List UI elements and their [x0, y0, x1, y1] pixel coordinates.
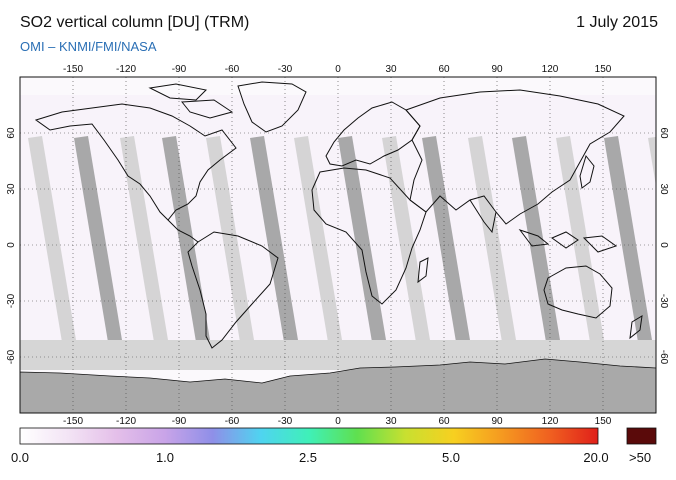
longitude-tick-label: -90 [172, 416, 187, 427]
swath-gap [468, 136, 516, 342]
longitude-tick-label: 90 [491, 416, 503, 427]
australia-coast [543, 265, 613, 319]
colorbar [19, 427, 599, 445]
longitude-tick-label: -150 [63, 416, 83, 427]
longitude-tick-label: -30 [278, 416, 293, 427]
longitude-tick-label: 60 [438, 416, 450, 427]
longitude-tick-label: -30 [278, 64, 293, 75]
longitude-tick-label: 150 [595, 416, 612, 427]
colorbar-tick-label: 1.0 [156, 450, 174, 465]
swath-gap [648, 136, 656, 186]
longitude-tick-label: -90 [172, 64, 187, 75]
swath-gap [206, 136, 254, 342]
graticule [20, 77, 656, 413]
colorbar-overflow-box [626, 427, 657, 445]
central-america-coast [167, 219, 199, 243]
longitude-tick-label: -120 [116, 416, 136, 427]
arctic-islands [148, 83, 234, 119]
swath-gap [250, 136, 298, 342]
longitude-tick-label: 120 [542, 64, 559, 75]
south-america-coast [187, 231, 279, 349]
swath-gap [382, 136, 430, 342]
swath-gap [162, 136, 210, 342]
map-title: SO2 vertical column [DU] (TRM) [20, 14, 250, 31]
colorbar-tick-label: 0.0 [11, 450, 29, 465]
longitude-tick-label: 30 [385, 64, 397, 75]
longitude-tick-label: -60 [225, 416, 240, 427]
longitude-tick-label: 120 [542, 416, 559, 427]
longitude-tick-label: 0 [335, 64, 341, 75]
swath-gap [604, 136, 652, 342]
madagascar-coast [417, 257, 429, 284]
longitude-tick-label: 90 [491, 64, 503, 75]
latitude-tick-label: -30 [6, 293, 17, 308]
latitude-labels-left: 60 30 0 -30 -60 [6, 127, 17, 364]
longitude-tick-label: -150 [63, 64, 83, 75]
longitude-tick-label: 30 [385, 416, 397, 427]
latitude-tick-label: 60 [6, 127, 17, 139]
map-date: 1 July 2015 [576, 14, 658, 31]
new-zealand-coast [629, 315, 643, 340]
asia-coast [405, 89, 625, 225]
longitude-labels-bottom: -150 -120 -90 -60 -30 0 30 60 90 120 150 [63, 416, 612, 427]
longitude-tick-label: 60 [438, 64, 450, 75]
swath-gap [74, 136, 122, 342]
swath-gap [556, 136, 604, 342]
latitude-tick-label: 60 [658, 127, 669, 139]
latitude-labels-right: 60 30 0 -30 -60 [658, 127, 669, 364]
greenland-coast [237, 81, 307, 133]
map-frame [19, 76, 657, 414]
map-content [20, 77, 656, 413]
longitude-tick-label: -60 [225, 64, 240, 75]
swath-gap [28, 136, 76, 342]
swath-gap [338, 136, 386, 342]
latitude-tick-label: 30 [658, 183, 669, 195]
latitude-tick-label: -60 [6, 349, 17, 364]
longitude-tick-label: 150 [595, 64, 612, 75]
data-source: OMI – KNMI/FMI/NASA [20, 39, 157, 54]
latitude-tick-label: -30 [658, 294, 669, 309]
latitude-tick-label: 0 [658, 242, 669, 248]
japan-coast [579, 154, 595, 189]
swath-gap [120, 136, 168, 342]
se-asia-islands [518, 229, 618, 253]
africa-coast [311, 167, 427, 305]
swath-gap [512, 136, 560, 342]
latitude-tick-label: 30 [6, 183, 17, 195]
colorbar-labels: 0.0 1.0 2.5 5.0 20.0 [11, 450, 609, 465]
north-america-coast [34, 103, 237, 221]
colorbar-overflow-label: >50 [629, 450, 651, 465]
longitude-labels-top: -150 -120 -90 -60 -30 0 30 60 90 120 150 [63, 64, 612, 75]
swath-gaps [28, 136, 656, 342]
swath-gap [294, 136, 342, 342]
colorbar-tick-label: 2.5 [299, 450, 317, 465]
latitude-tick-label: -60 [658, 350, 669, 365]
latitude-tick-label: 0 [6, 242, 17, 248]
longitude-tick-label: 0 [335, 416, 341, 427]
coastlines [34, 81, 643, 349]
longitude-tick-label: -120 [116, 64, 136, 75]
india-coast [469, 199, 497, 234]
swath-gap [422, 136, 470, 342]
colorbar-tick-label: 5.0 [442, 450, 460, 465]
colorbar-tick-label: 20.0 [583, 450, 608, 465]
